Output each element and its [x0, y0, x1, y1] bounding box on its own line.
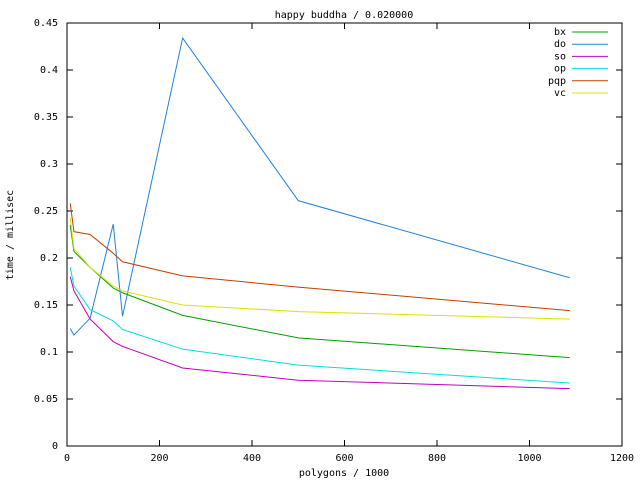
- x-tick-label: 800: [428, 453, 446, 464]
- legend-label: pqp: [548, 76, 566, 87]
- y-tick-label: 0.05: [34, 394, 58, 405]
- legend-label: do: [554, 39, 566, 50]
- y-tick-label: 0.25: [34, 206, 58, 217]
- series-line: [69, 267, 570, 384]
- y-tick-label: 0.4: [40, 65, 58, 76]
- x-tick-label: 0: [64, 453, 70, 464]
- y-tick-label: 0.3: [40, 159, 58, 170]
- series-line: [69, 203, 570, 312]
- y-tick-label: 0.45: [34, 18, 58, 29]
- legend-label: bx: [554, 27, 566, 38]
- y-tick-label: 0.2: [40, 253, 58, 264]
- series-line: [69, 225, 570, 359]
- series-line: [69, 36, 570, 336]
- x-tick-label: 600: [335, 453, 353, 464]
- series-line: [69, 217, 570, 320]
- y-tick-label: 0.35: [34, 112, 58, 123]
- y-axis-label: time / millisec: [5, 190, 16, 280]
- x-tick-label: 200: [150, 453, 168, 464]
- x-tick-label: 1000: [517, 453, 541, 464]
- legend-label: so: [554, 51, 566, 62]
- legend-label: vc: [554, 88, 566, 99]
- x-axis-label: polygons / 1000: [299, 468, 389, 479]
- y-tick-label: 0: [52, 441, 58, 452]
- chart-title: happy buddha / 0.020000: [275, 10, 413, 21]
- series-line: [69, 276, 570, 390]
- legend-label: op: [554, 64, 566, 75]
- x-tick-label: 400: [243, 453, 261, 464]
- x-tick-label: 1200: [610, 453, 634, 464]
- y-tick-label: 0.1: [40, 347, 58, 358]
- y-tick-label: 0.15: [34, 300, 58, 311]
